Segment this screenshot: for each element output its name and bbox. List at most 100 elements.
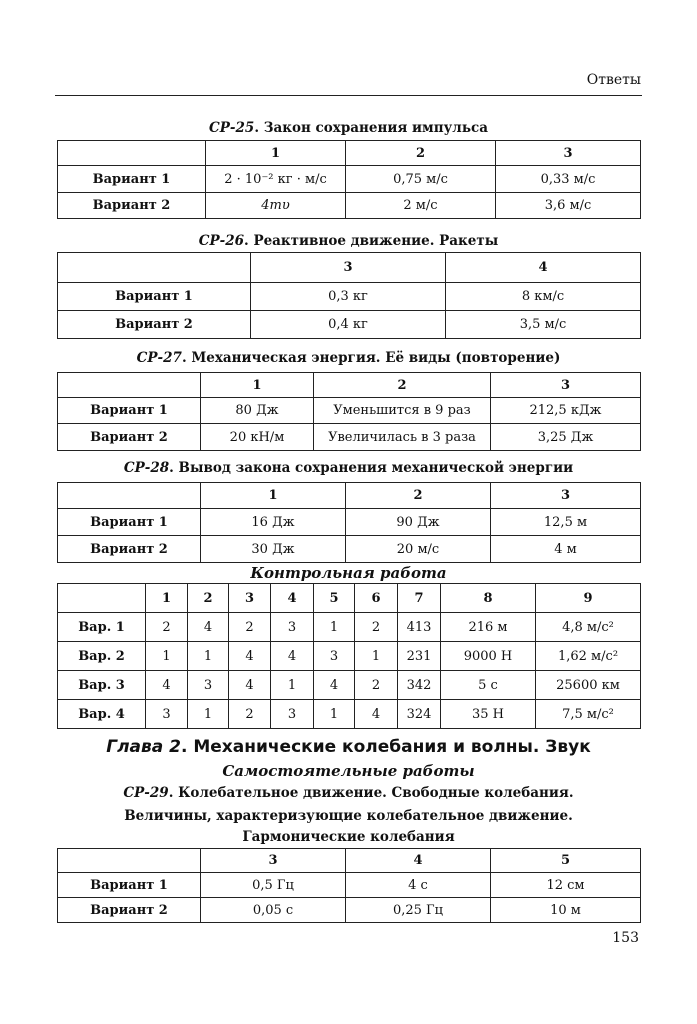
table-cell: 1	[354, 641, 398, 671]
table-cell: 35 Н	[440, 699, 536, 729]
table-cell: 4	[313, 670, 355, 700]
row-header: Вариант 2	[57, 423, 201, 451]
row-header: Вар. 3	[57, 670, 146, 700]
table-row: Вар. 3 4 3 4 1 4 2 342 5 с 25600 км	[57, 670, 641, 700]
table-cell: 2	[145, 612, 188, 642]
table-cell: Уменьшится в 9 раз	[313, 397, 491, 424]
column-header: 3	[490, 482, 641, 509]
sr28-label: СР-28	[123, 460, 170, 476]
table-cell: 12 см	[490, 872, 641, 898]
sr25-label: СР-25	[209, 120, 255, 136]
chapter-subtitle: Самостоятельные работы	[222, 762, 475, 780]
table-cell: 2 · 10⁻² кг · м/с	[205, 165, 346, 193]
sr28-title: СР-28. Вывод закона сохранения механичес…	[55, 460, 642, 476]
sr25-title: СР-25. Закон сохранения импульса	[55, 120, 642, 136]
row-header: Вариант 2	[57, 897, 201, 923]
table-cell: 342	[397, 670, 441, 700]
row-header: Вариант 2	[57, 535, 201, 563]
table-cell: 0,5 Гц	[200, 872, 346, 898]
table-cell: 413	[397, 612, 441, 642]
table-cell: 212,5 кДж	[490, 397, 641, 424]
column-header: 7	[397, 583, 441, 613]
table-cell: 1	[313, 612, 355, 642]
column-header	[57, 848, 201, 873]
table-cell: 0,25 Гц	[345, 897, 491, 923]
table-cell: 0,33 м/с	[495, 165, 641, 193]
table-cell: 16 Дж	[200, 508, 346, 536]
table-cell: 4	[228, 670, 271, 700]
column-header	[57, 482, 201, 509]
page-number: 153	[612, 930, 639, 946]
row-header: Вариант 2	[57, 310, 251, 339]
column-header: 3	[228, 583, 271, 613]
table-cell: 2	[354, 612, 398, 642]
sr27-label: СР-27	[136, 350, 182, 366]
table-cell: 3	[270, 612, 314, 642]
row-header: Вар. 4	[57, 699, 146, 729]
table-cell: 25600 км	[535, 670, 641, 700]
table-row: Вариант 2 0,4 кг 3,5 м/с	[57, 310, 641, 339]
table-row: Вариант 2 30 Дж 20 м/с 4 м	[57, 535, 641, 563]
table-cell: 4mυ	[205, 192, 346, 219]
column-header: 5	[313, 583, 355, 613]
column-header	[57, 252, 251, 283]
sr28-title-text: . Вывод закона сохранения механической э…	[169, 460, 574, 476]
row-header: Вариант 1	[57, 282, 251, 311]
row-header: Вар. 2	[57, 641, 146, 671]
row-header: Вариант 1	[57, 165, 206, 193]
table-cell: 9000 Н	[440, 641, 536, 671]
table-cell: 4	[145, 670, 188, 700]
sr28-table: 1 2 3 Вариант 1 16 Дж 90 Дж 12,5 м Вариант 2 30 …	[57, 482, 641, 563]
table-cell: 4 с	[345, 872, 491, 898]
sr29-line1-text: . Колебательное движение. Свободные коле…	[168, 785, 574, 801]
table-cell: 20 м/с	[345, 535, 491, 563]
header-rule	[55, 95, 642, 96]
column-header: 4	[345, 848, 491, 873]
sr27-title: СР-27. Механическая энергия. Её виды (по…	[55, 350, 642, 366]
sr29-line2: Величины, характеризующие колебательное …	[124, 808, 573, 824]
column-header: 8	[440, 583, 536, 613]
sr27-title-text: . Механическая энергия. Её виды (повторе…	[181, 350, 561, 366]
table-cell: 216 м	[440, 612, 536, 642]
column-header	[57, 372, 201, 398]
table-row: Вариант 1 16 Дж 90 Дж 12,5 м	[57, 508, 641, 536]
table-row: Вариант 2 4mυ 2 м/с 3,6 м/с	[57, 192, 641, 219]
table-cell: 231	[397, 641, 441, 671]
sr26-title: СР-26. Реактивное движение. Ракеты	[55, 233, 642, 249]
control-work-table: 1 2 3 4 5 6 7 8 9 Вар. 1 2 4 2 3 1 2 413 216 м 4,8 м/с² Вар…	[57, 583, 641, 729]
column-header: 2	[313, 372, 491, 398]
table-cell: 324	[397, 699, 441, 729]
sr25-title-text: . Закон сохранения импульса	[254, 120, 488, 136]
table-cell: 3	[270, 699, 314, 729]
column-header	[57, 583, 146, 613]
table-cell: 20 кН/м	[200, 423, 314, 451]
table-row: Вариант 1 80 Дж Уменьшится в 9 раз 212,5 кД…	[57, 397, 641, 424]
column-header: 1	[200, 482, 346, 509]
sr29-line3: Гармонические колебания	[242, 829, 455, 845]
row-header: Вар. 1	[57, 612, 146, 642]
running-head: Ответы	[586, 72, 641, 88]
table-row: Вариант 2 0,05 с 0,25 Гц 10 м	[57, 897, 641, 923]
column-header: 2	[345, 482, 491, 509]
table-cell: 2	[228, 699, 271, 729]
table-cell: 2	[228, 612, 271, 642]
column-header: 5	[490, 848, 641, 873]
table-cell: 0,75 м/с	[345, 165, 496, 193]
row-header: Вариант 1	[57, 508, 201, 536]
sr29-table: 3 4 5 Вариант 1 0,5 Гц 4 с 12 см Вариант 2 0,05 …	[57, 848, 641, 923]
table-row: Вариант 1 0,5 Гц 4 с 12 см	[57, 872, 641, 898]
table-cell: 10 м	[490, 897, 641, 923]
column-header: 3	[250, 252, 446, 283]
table-row: Вар. 1 2 4 2 3 1 2 413 216 м 4,8 м/с²	[57, 612, 641, 642]
table-cell: 0,05 с	[200, 897, 346, 923]
chapter-heading: Глава 2. Механические колебания и волны.…	[55, 737, 642, 757]
row-header: Вариант 1	[57, 872, 201, 898]
